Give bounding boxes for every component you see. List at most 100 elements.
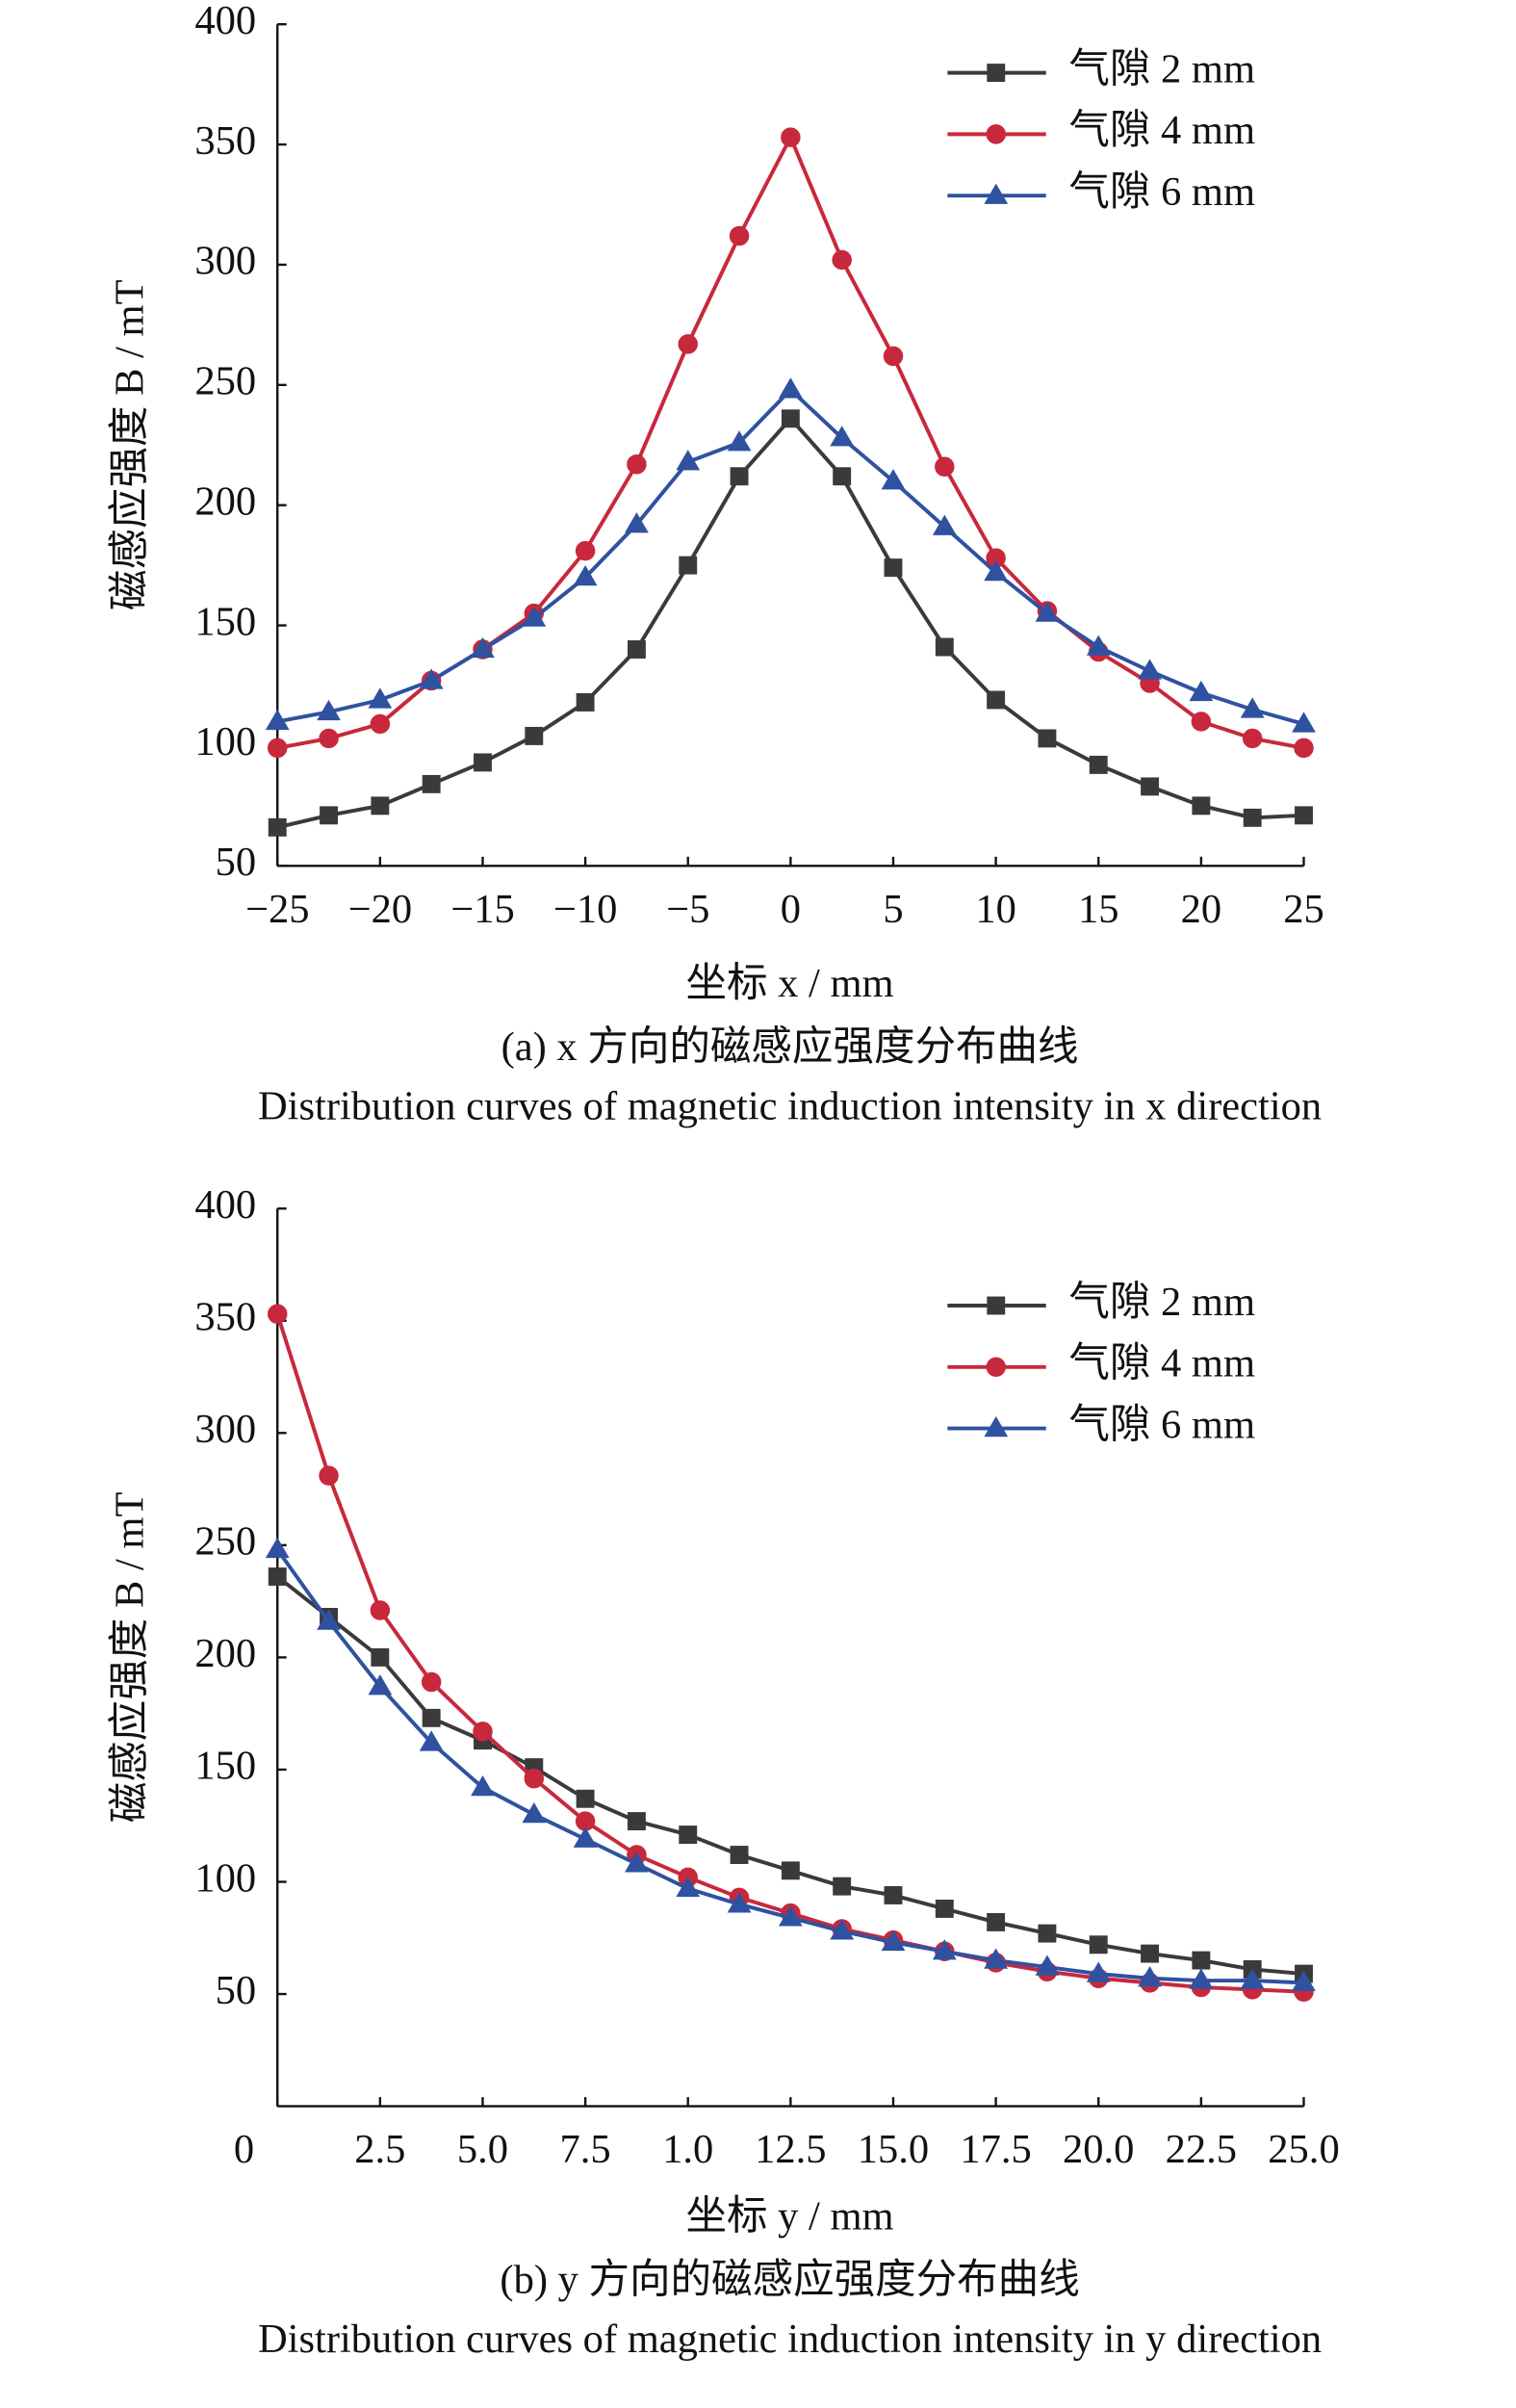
marker [884, 558, 903, 578]
marker [881, 469, 906, 490]
marker [1192, 796, 1211, 816]
marker [987, 64, 1006, 83]
marker [625, 512, 649, 533]
y-tick-label: 100 [194, 719, 256, 764]
marker [419, 668, 444, 689]
marker [1189, 1968, 1214, 1989]
x-tick-label: −10 [553, 887, 618, 932]
marker [984, 183, 1009, 204]
marker [422, 774, 441, 793]
marker [1086, 634, 1111, 656]
marker [1292, 1970, 1316, 1992]
marker [370, 1600, 391, 1620]
marker [1294, 738, 1314, 759]
x-tick-label: 0 [781, 887, 801, 932]
marker [268, 817, 287, 837]
marker [986, 1357, 1007, 1378]
marker [986, 124, 1007, 144]
y-tick-label: 300 [194, 1407, 256, 1452]
caption-en: Distribution curves of magnetic inductio… [258, 2317, 1322, 2362]
caption: (b) y 方向的磁感应强度分布曲线 [500, 2258, 1079, 2303]
marker [268, 1567, 287, 1586]
marker [729, 225, 750, 246]
series-line [276, 132, 1304, 750]
y-tick-label: 100 [194, 1855, 256, 1901]
marker [1138, 1966, 1162, 1987]
marker [422, 1708, 441, 1727]
marker [881, 1929, 906, 1952]
marker [778, 377, 803, 399]
marker [627, 1812, 646, 1831]
marker [984, 1416, 1009, 1437]
marker [1141, 1944, 1160, 1963]
marker [1240, 697, 1265, 718]
series-line [276, 415, 1304, 830]
marker [370, 713, 391, 735]
x-tick-label: 1.0 [662, 2127, 713, 2172]
y-axis-label: 磁感应强度 B / mT [107, 1492, 152, 1824]
marker [678, 334, 698, 354]
marker [267, 738, 288, 759]
x-axis-label: 坐标 x / mm [686, 961, 894, 1006]
marker [267, 1304, 288, 1325]
x-tick-label: 5 [883, 887, 903, 932]
marker [987, 690, 1006, 710]
x-tick-label: 25.0 [1268, 2127, 1339, 2172]
marker [573, 565, 598, 586]
marker [932, 1939, 957, 1960]
y-tick-label: 350 [194, 118, 256, 164]
marker [984, 560, 1009, 582]
marker [778, 1905, 803, 1927]
marker [625, 1851, 649, 1873]
x-tick-label: 17.5 [960, 2127, 1031, 2172]
marker [935, 456, 955, 477]
marker [419, 1730, 444, 1751]
marker [1191, 712, 1212, 732]
marker [368, 1674, 393, 1696]
marker [1192, 1951, 1211, 1970]
x-tick-label: 25 [1283, 887, 1324, 932]
x-tick-label: 20.0 [1063, 2127, 1134, 2172]
marker [1295, 806, 1313, 825]
marker [319, 728, 339, 749]
y-tick-label: 200 [194, 1631, 256, 1676]
marker [987, 1296, 1006, 1315]
y-tick-label: 350 [194, 1295, 256, 1340]
marker [935, 1900, 954, 1918]
y-tick-label: 250 [194, 1519, 256, 1565]
marker [627, 453, 647, 475]
caption: (a) x 方向的磁感应强度分布曲线 [501, 1024, 1079, 1070]
marker [319, 1465, 339, 1486]
marker [1138, 659, 1162, 680]
marker [1141, 777, 1160, 796]
y-tick-label: 200 [194, 479, 256, 524]
x-tick-label: 7.5 [560, 2127, 611, 2172]
marker [781, 1861, 800, 1880]
x-tick-label: 15.0 [858, 2127, 929, 2172]
marker [320, 806, 338, 825]
marker [676, 450, 701, 471]
marker [474, 753, 492, 772]
marker [371, 796, 390, 816]
marker [522, 1801, 547, 1824]
y-axis-label: 磁感应强度 B / mT [107, 279, 152, 610]
y-tick-label: 50 [216, 1968, 257, 2013]
marker [576, 1789, 595, 1808]
marker [471, 636, 495, 659]
x-axis-label: 坐标 y / mm [686, 2193, 894, 2239]
marker [1189, 680, 1214, 702]
legend-label: 气隙 2 mm [1068, 1280, 1255, 1325]
y-tick-label: 400 [194, 1182, 256, 1228]
marker [730, 1846, 749, 1864]
legend-label: 气隙 2 mm [1068, 46, 1255, 91]
marker [575, 540, 596, 561]
marker [522, 606, 547, 627]
y-tick-label: 150 [194, 1744, 256, 1789]
marker [935, 637, 954, 657]
marker [1089, 1935, 1108, 1955]
marker [679, 556, 698, 575]
marker [471, 1775, 495, 1797]
marker [676, 1876, 701, 1898]
marker [730, 467, 749, 486]
